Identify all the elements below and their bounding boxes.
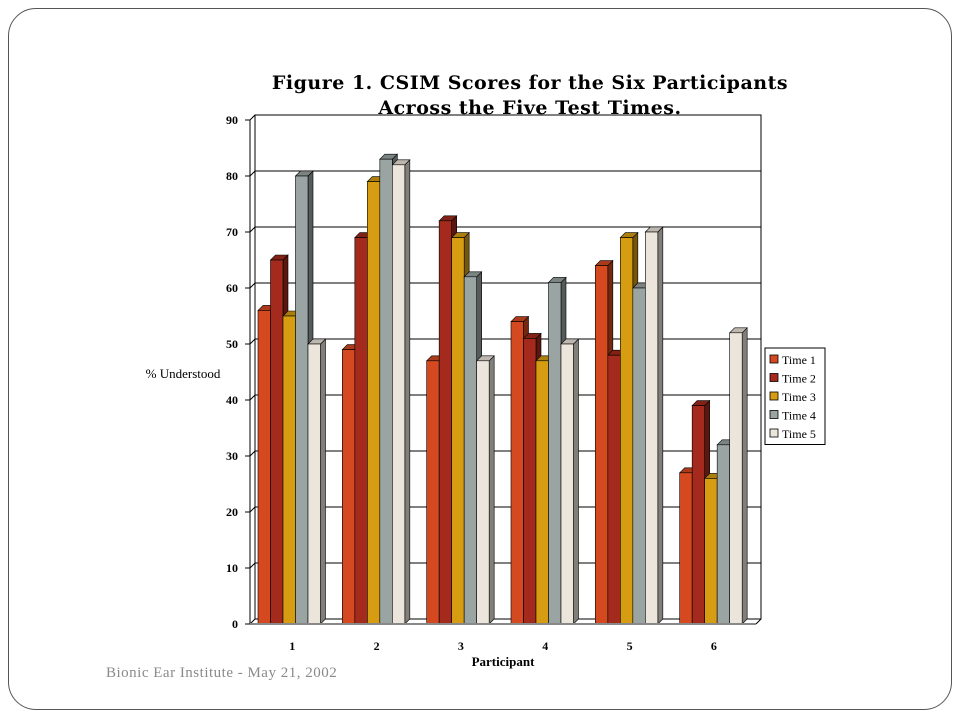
legend-swatch	[769, 354, 779, 364]
y-tick-label: 10	[226, 561, 238, 575]
bar	[728, 327, 748, 625]
bar-front	[535, 360, 549, 625]
gridline-side	[249, 282, 256, 289]
bar-front	[426, 360, 440, 625]
bar-side	[488, 355, 495, 625]
bar-front	[295, 175, 309, 625]
legend-swatch	[769, 391, 779, 401]
x-axis-title: Participant	[472, 654, 535, 669]
bars-layer	[257, 153, 748, 625]
y-tick-label: 30	[226, 449, 238, 463]
x-tick-label: 2	[374, 639, 380, 653]
bar-front	[548, 282, 562, 625]
legend-swatch	[769, 410, 779, 419]
y-tick-label: 20	[226, 505, 238, 519]
bar-front	[257, 310, 271, 625]
bar	[391, 159, 411, 625]
chart-title-line-2: Across the Five Test Times.	[378, 97, 682, 119]
bar-front	[367, 181, 381, 625]
bar-side	[741, 327, 748, 625]
bar-front	[510, 321, 524, 625]
grid-layer	[249, 114, 762, 625]
gridline-side	[249, 170, 256, 177]
legend-entry: Time 4	[782, 409, 816, 423]
y-tick-label: 0	[232, 617, 238, 631]
bar-front	[354, 237, 368, 625]
y-tick-label: 60	[226, 281, 238, 295]
gridline-side	[249, 226, 256, 233]
bar-front	[691, 405, 705, 625]
y-tick-label: 50	[226, 337, 238, 351]
bar-front	[392, 164, 406, 625]
legend-entry: Time 2	[782, 372, 816, 386]
bar-front	[282, 315, 296, 625]
bar-front	[595, 265, 609, 625]
bar-front	[476, 360, 490, 625]
legend-swatch	[769, 373, 779, 382]
bar	[475, 355, 495, 625]
floor-segment	[418, 623, 503, 625]
bar-front	[729, 332, 743, 625]
gridline-side	[249, 114, 256, 121]
bar-front	[716, 444, 730, 625]
gridline-side	[249, 506, 256, 513]
bar-front	[270, 259, 284, 625]
bar-front	[632, 287, 646, 625]
floor-segment	[671, 623, 756, 625]
bar-front	[463, 276, 477, 625]
legend-entry: Time 5	[782, 427, 816, 441]
floor-edge	[755, 618, 762, 625]
bar-front	[307, 343, 321, 625]
bar-front	[679, 472, 693, 625]
bar-front	[342, 349, 356, 625]
bar-front	[438, 220, 452, 625]
x-tick-label: 4	[542, 639, 548, 653]
gridline-side	[249, 338, 256, 345]
floor-segment	[334, 623, 419, 625]
bar-side	[573, 338, 579, 625]
floor-segment	[503, 623, 588, 625]
bar-front	[379, 158, 393, 625]
x-tick-label: 5	[627, 639, 633, 653]
gridline-side	[249, 394, 256, 401]
bar-front	[620, 237, 634, 625]
legend-entry: Time 1	[782, 353, 816, 367]
bar	[307, 338, 327, 625]
bar-front	[645, 231, 659, 625]
bar	[560, 338, 580, 625]
plot-back-wall	[254, 114, 762, 620]
axis-layer: 0 10 20 30 40 50 60 70 80 90 1 2 3 4 5 6	[226, 113, 762, 653]
bar	[644, 226, 664, 625]
legend: Time 1 Time 2 Time 3 Time 4 Time 5	[764, 347, 826, 445]
x-tick-label: 3	[458, 639, 464, 653]
bar-front	[607, 354, 621, 625]
legend-entry: Time 3	[782, 390, 816, 404]
bar-side	[404, 159, 411, 625]
y-tick-label: 70	[226, 225, 238, 239]
x-tick-label: 6	[711, 639, 717, 653]
bar-side	[320, 338, 326, 625]
legend-swatch	[769, 428, 779, 438]
chart-title-line-1: Figure 1. CSIM Scores for the Six Partic…	[271, 72, 789, 94]
bar-side	[657, 226, 664, 625]
y-tick-label: 90	[226, 113, 238, 127]
y-axis-title: % Understood	[146, 366, 221, 381]
gridline-side	[249, 450, 256, 457]
y-tick-label: 40	[226, 393, 238, 407]
bar-front	[704, 478, 718, 625]
bar-front	[560, 343, 574, 625]
floor-segment	[587, 623, 672, 625]
bar-front	[523, 338, 537, 625]
gridline-side	[249, 562, 256, 569]
floor-segment	[250, 623, 335, 625]
bar-front	[451, 237, 465, 625]
x-tick-label: 1	[289, 639, 295, 653]
y-tick-label: 80	[226, 169, 238, 183]
footer-text: Bionic Ear Institute - May 21, 2002	[106, 665, 338, 681]
